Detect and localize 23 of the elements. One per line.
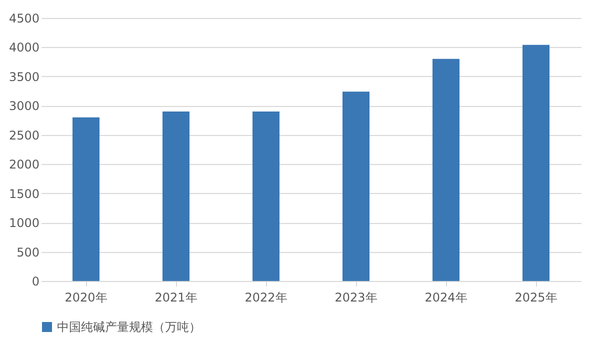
bar bbox=[72, 117, 100, 281]
x-tick-label: 2022年 bbox=[244, 290, 288, 304]
y-tick-label: 2000 bbox=[8, 158, 40, 172]
y-tick-label: 1000 bbox=[8, 216, 40, 230]
x-tick-label: 2025年 bbox=[514, 290, 558, 304]
y-tick-label: 4000 bbox=[8, 40, 40, 55]
legend-label: 中国纯碱产量规模（万吨） bbox=[57, 320, 201, 334]
x-tick-label: 2021年 bbox=[154, 290, 198, 304]
y-tick-label: 4500 bbox=[8, 12, 40, 26]
x-tick-label: 2023年 bbox=[334, 290, 378, 304]
bar bbox=[342, 92, 370, 281]
y-tick-label: 2500 bbox=[8, 128, 40, 142]
x-tick-label: 2020年 bbox=[64, 290, 108, 304]
bar bbox=[522, 44, 550, 281]
y-tick-label: 3000 bbox=[8, 99, 40, 114]
bar bbox=[432, 58, 460, 281]
y-tick-label: 500 bbox=[16, 245, 40, 260]
y-tick-label: 0 bbox=[32, 274, 40, 288]
x-tick-label: 2024年 bbox=[424, 290, 468, 304]
bar bbox=[162, 112, 190, 281]
bar bbox=[252, 112, 280, 281]
y-tick-label: 1500 bbox=[8, 186, 40, 201]
y-tick-label: 3500 bbox=[8, 70, 40, 84]
